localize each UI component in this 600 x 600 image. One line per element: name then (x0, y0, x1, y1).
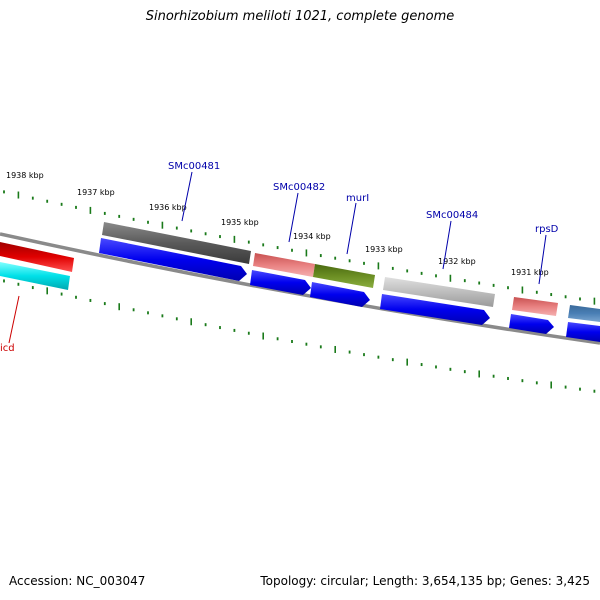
topology-text: Topology: circular; Length: 3,654,135 bp… (260, 574, 590, 588)
cds-feature-cyan[interactable] (0, 262, 70, 290)
features-outer (0, 222, 600, 322)
ruler-labels: 1938 kbp 1937 kbp 1936 kbp 1935 kbp 1934… (6, 171, 549, 277)
gene-feature-smc00482[interactable] (253, 253, 315, 277)
gene-feature-muri[interactable] (313, 264, 375, 288)
kbp-label-1934: 1934 kbp (293, 232, 331, 241)
kbp-label-1933: 1933 kbp (365, 245, 403, 254)
features-inner (0, 238, 600, 342)
kbp-label-1938: 1938 kbp (6, 171, 44, 180)
gene-labels: SMc00481 SMc00482 murI SMc00484 rpsD icd (0, 161, 559, 354)
gene-label-smc00482[interactable]: SMc00482 (273, 182, 325, 193)
gene-feature-rpsd[interactable] (512, 297, 558, 316)
gene-label-smc00481[interactable]: SMc00481 (168, 161, 220, 172)
kbp-label-1936: 1936 kbp (149, 203, 187, 212)
gene-label-rpsd[interactable]: rpsD (535, 224, 559, 235)
cds-arrow-3[interactable] (310, 282, 370, 307)
cds-arrow-1[interactable] (99, 238, 247, 281)
gene-label-smc00484[interactable]: SMc00484 (426, 210, 478, 221)
kbp-label-1937: 1937 kbp (77, 188, 115, 197)
kbp-label-1932: 1932 kbp (438, 257, 476, 266)
cds-arrow-2[interactable] (250, 270, 311, 295)
gene-feature-icd-red[interactable] (0, 242, 74, 272)
ruler-ticks-outer (3, 190, 596, 305)
accession-text: Accession: NC_003047 (9, 574, 146, 588)
gene-label-icd[interactable]: icd (0, 343, 15, 354)
genome-title: Sinorhizobium meliloti 1021, complete ge… (145, 9, 455, 24)
gene-feature-smc00484[interactable] (383, 277, 495, 307)
kbp-label-1931: 1931 kbp (511, 268, 549, 277)
cds-arrow-4[interactable] (380, 294, 490, 325)
gene-feature-smc00481[interactable] (102, 222, 251, 264)
gene-feature-steel[interactable] (568, 305, 600, 322)
label-leaders (8, 171, 547, 344)
cds-arrow-6[interactable] (566, 322, 600, 342)
cds-arrow-5[interactable] (509, 314, 554, 334)
gene-label-muri[interactable]: murI (346, 193, 369, 204)
ruler-ticks-inner (3, 279, 596, 393)
kbp-label-1935: 1935 kbp (221, 218, 259, 227)
